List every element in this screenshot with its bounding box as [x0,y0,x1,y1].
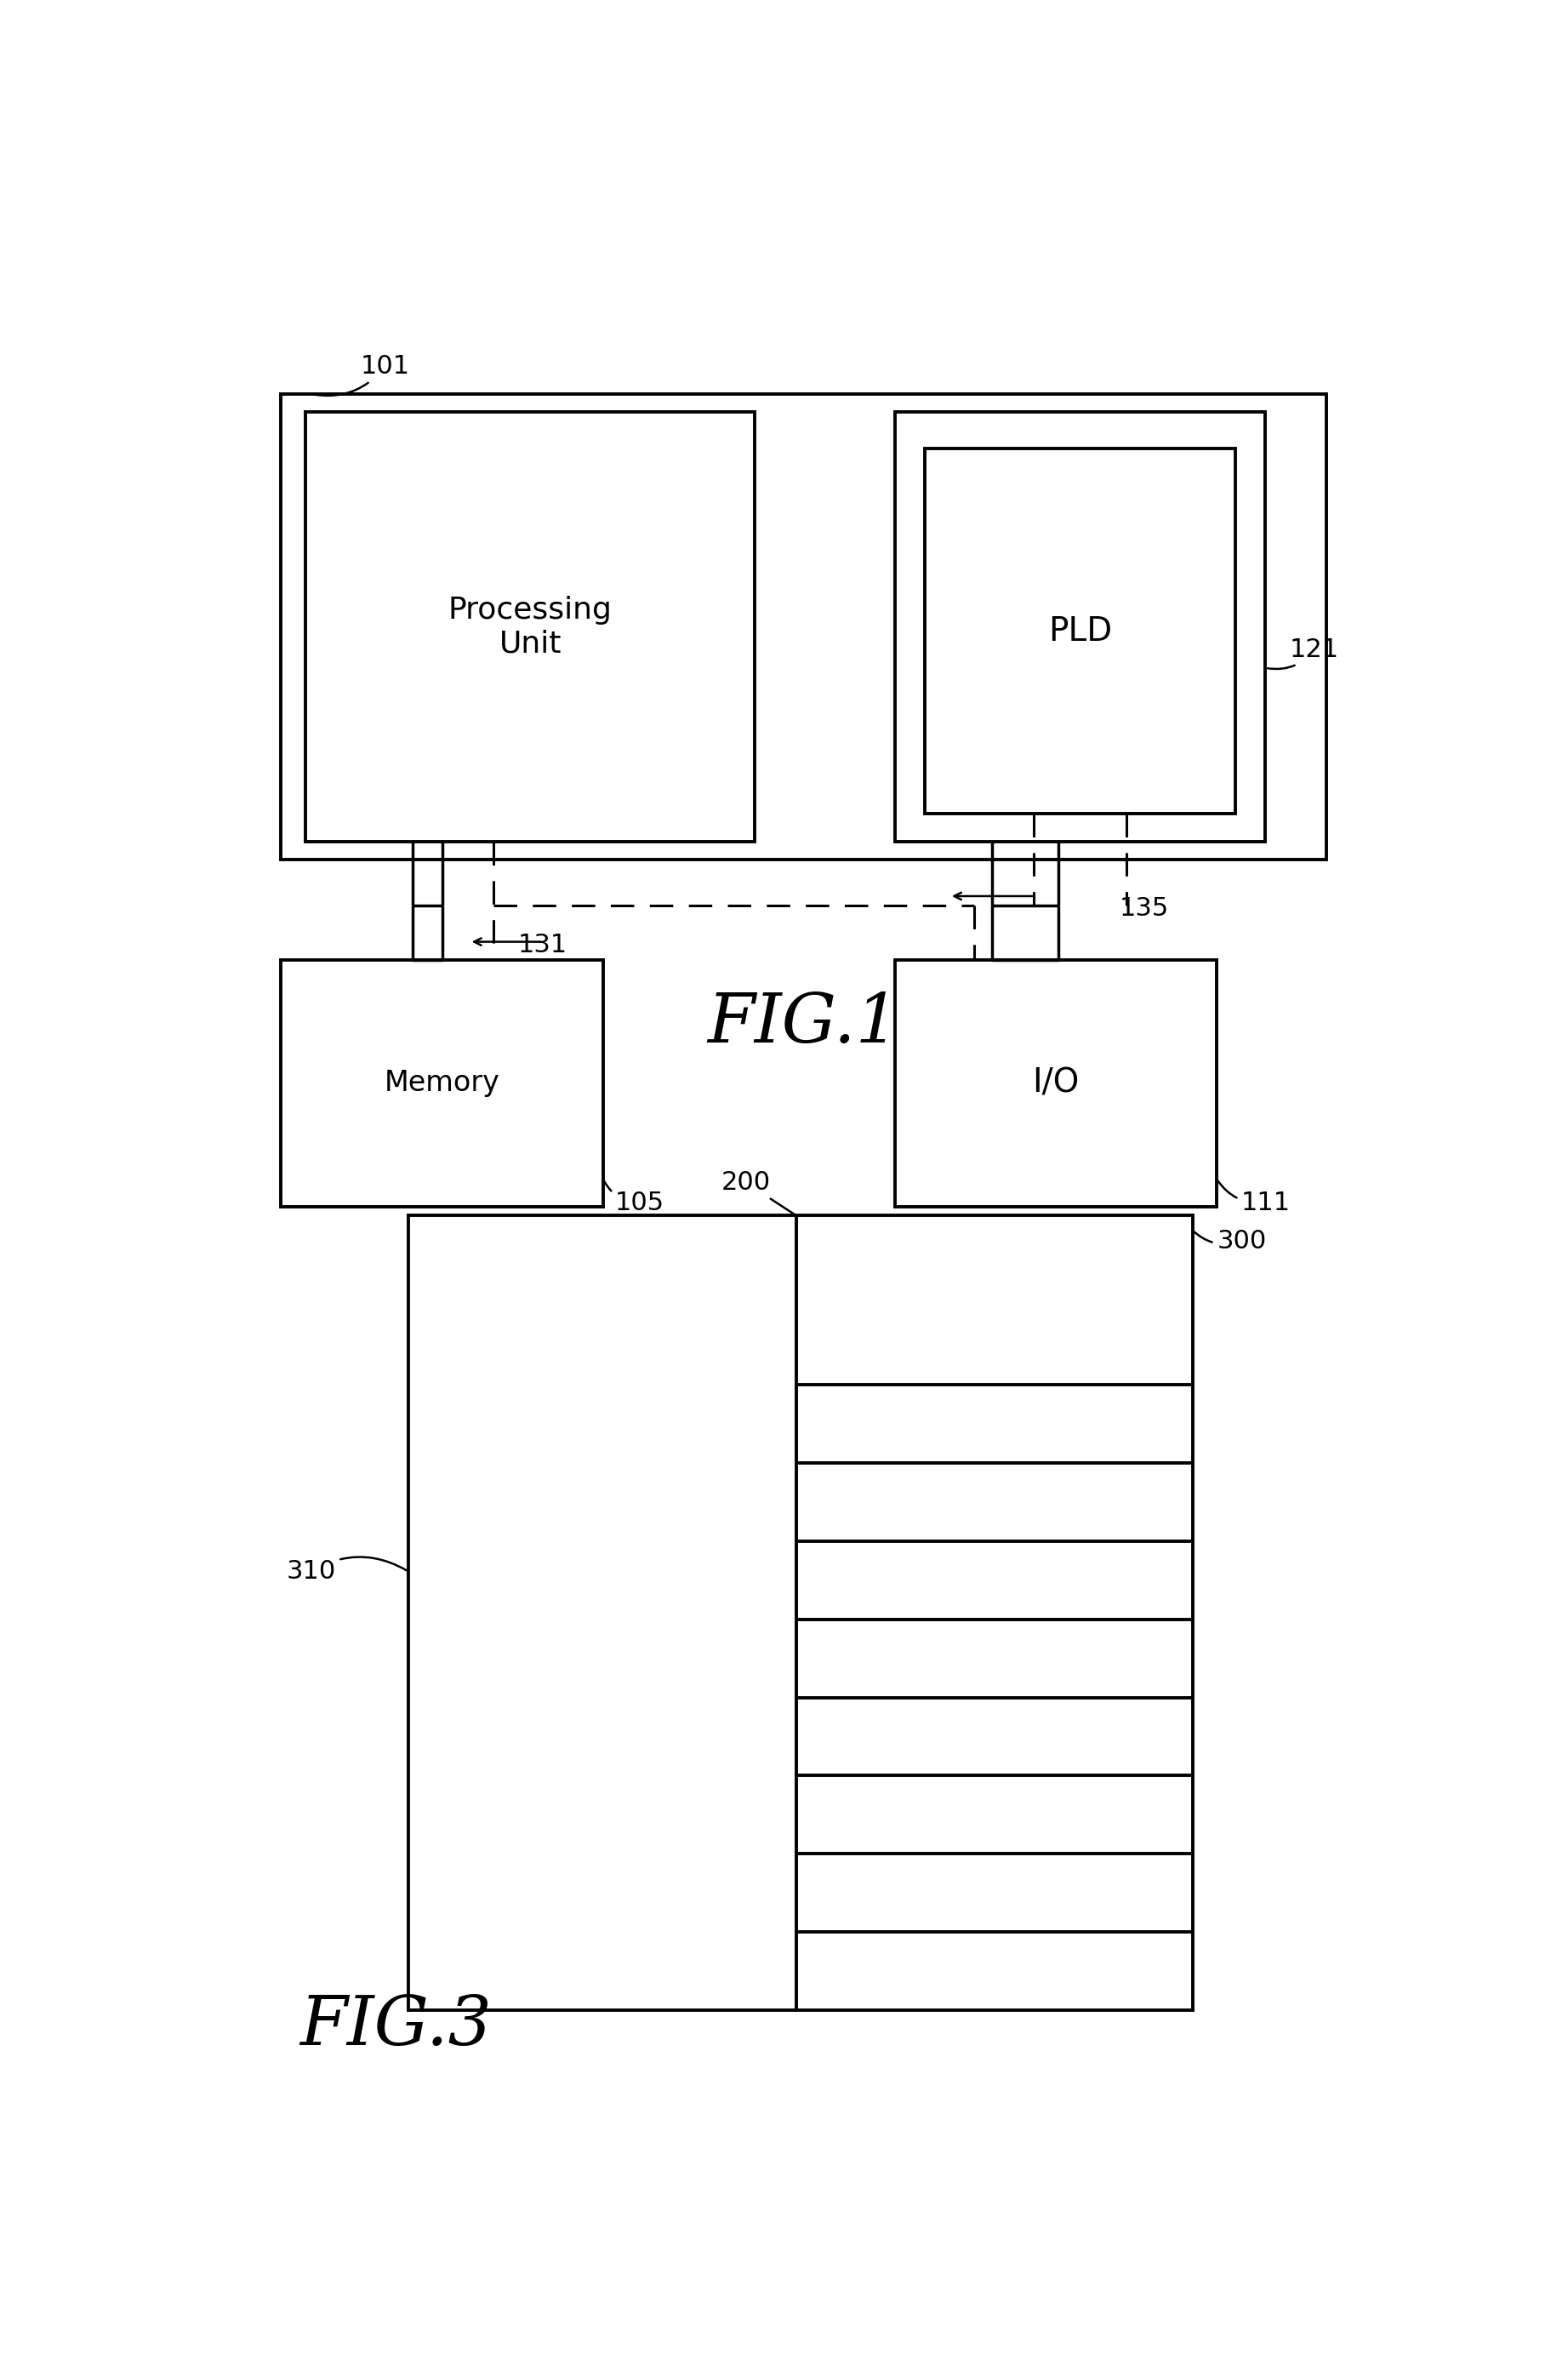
Text: 135: 135 [1120,896,1170,922]
Text: Memory: Memory [384,1069,500,1098]
Text: FIG.3: FIG.3 [299,1994,491,2058]
Bar [281,394,1327,861]
Bar [925,448,1236,813]
Text: 300: 300 [1195,1228,1267,1254]
Text: I/O: I/O [1032,1067,1079,1100]
Bar [281,960,604,1207]
Bar [895,960,1217,1207]
Bar [895,413,1265,842]
Bar [409,1216,1192,2011]
Text: 101: 101 [314,353,409,396]
Text: 200: 200 [721,1171,795,1214]
Text: 105: 105 [604,1181,665,1216]
Text: 121: 121 [1267,638,1339,669]
Text: 131: 131 [517,934,568,958]
Text: 310: 310 [287,1558,406,1584]
Text: 111: 111 [1218,1181,1290,1216]
Bar [306,413,756,842]
Text: PLD: PLD [1047,614,1112,647]
Text: Processing
Unit: Processing Unit [448,595,612,659]
Text: FIG.1: FIG.1 [707,991,900,1057]
